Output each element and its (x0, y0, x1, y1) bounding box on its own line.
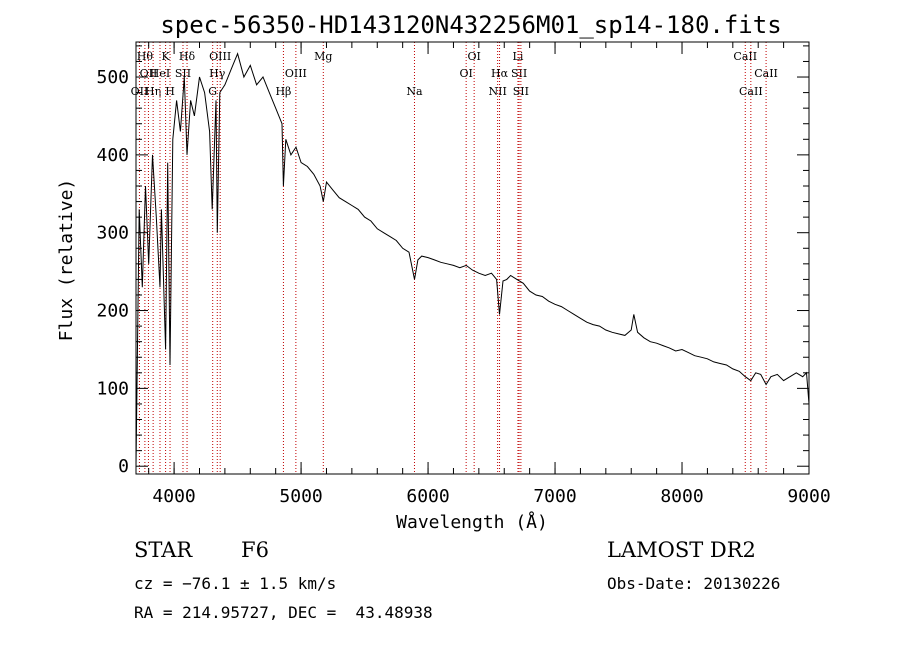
y-axis-label: Flux (relative) (56, 179, 77, 342)
spectrum-line (135, 52, 810, 467)
spectral-lines: OIIHθOIIHηHeIKHSIIHδGHγOIIIHβOIIIMgNaOIO… (131, 42, 778, 474)
spectral-line-label: NII (488, 85, 506, 98)
spectral-line-label: OI (467, 50, 480, 63)
spectral-line-label: Hβ (275, 85, 291, 98)
spectral-line-label: Mg (314, 50, 332, 63)
x-tick-label: 4000 (152, 486, 195, 507)
plot-frame (135, 41, 810, 475)
y-tick-label: 100 (96, 378, 129, 399)
spectral-line-label: HeI (150, 67, 170, 80)
x-tick-label: 5000 (279, 486, 322, 507)
axis-ticks: 4000 5000 6000 7000 8000 9000 0 100 200 300 400 500 (96, 42, 831, 507)
redshift-cz: cz = −76.1 ± 1.5 km/s (134, 574, 337, 593)
spectral-line-label: Hθ (137, 50, 154, 63)
x-tick-label: 8000 (660, 486, 703, 507)
spectral-subclass: F6 (241, 538, 269, 562)
spectral-line-label: Hα (491, 67, 509, 80)
x-axis-label: Wavelength (Å) (396, 511, 548, 533)
y-tick-label: 0 (118, 456, 129, 477)
y-tick-label: 200 (96, 301, 129, 322)
spectral-line-label: OII (131, 85, 149, 98)
y-tick-label: 500 (96, 67, 129, 88)
spectral-line-label: CaII (754, 67, 778, 80)
spectral-line-label: OI (459, 67, 472, 80)
spectral-line-label: CaII (733, 50, 757, 63)
spectral-line-label: OIII (285, 67, 307, 80)
spectral-line-label: Na (406, 85, 423, 98)
x-tick-label: 7000 (533, 486, 576, 507)
spectral-line-label: SII (513, 85, 529, 98)
object-class: STAR (134, 538, 193, 562)
spectral-line-label: K (161, 50, 170, 63)
spectral-line-label: Hδ (179, 50, 196, 63)
chart-title: spec-56350-HD143120N432256M01_sp14-180.f… (160, 11, 781, 39)
spectrum-series (135, 52, 810, 467)
spectral-line-label: H (165, 85, 175, 98)
spectral-line-label: G (208, 85, 217, 98)
spectral-line-label: Hγ (209, 67, 226, 80)
x-tick-label: 6000 (406, 486, 449, 507)
survey-name: LAMOST DR2 (607, 538, 756, 562)
spectral-line-label: Li (513, 50, 524, 63)
spectral-line-label: CaII (739, 85, 763, 98)
spectral-line-label: Hη (145, 85, 161, 98)
x-tick-label: 9000 (787, 486, 830, 507)
ra-dec-coords: RA = 214.95727, DEC = 43.48938 (134, 603, 433, 622)
y-tick-label: 300 (96, 223, 129, 244)
observation-date: Obs-Date: 20130226 (607, 574, 781, 593)
y-tick-label: 400 (96, 145, 129, 166)
spectral-line-label: SII (175, 67, 191, 80)
spectral-line-label: OIII (209, 50, 231, 63)
spectral-line-label: SII (511, 67, 527, 80)
